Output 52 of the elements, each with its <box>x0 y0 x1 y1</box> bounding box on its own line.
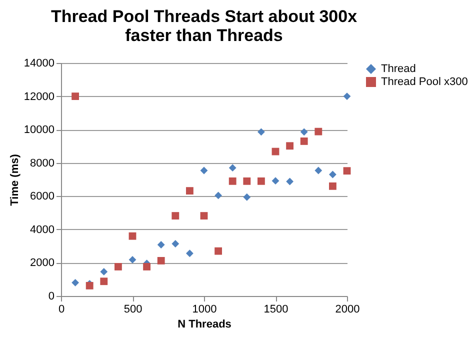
x-tick-label: 0 <box>58 304 65 316</box>
point <box>186 187 194 195</box>
x-tick-label: 1500 <box>264 304 288 316</box>
y-tick-label: 4000 <box>30 224 54 236</box>
point <box>157 257 165 264</box>
point <box>300 138 308 145</box>
x-tick-label: 500 <box>124 304 142 316</box>
point <box>214 192 222 200</box>
legend-label: Thread <box>381 63 416 75</box>
point <box>272 177 280 185</box>
point <box>257 177 265 185</box>
point <box>143 263 151 270</box>
y-tick-label: 8000 <box>30 157 54 170</box>
point <box>214 247 222 255</box>
point <box>114 263 122 270</box>
point <box>172 212 180 220</box>
point <box>228 164 236 172</box>
point <box>314 128 322 136</box>
point <box>343 167 351 175</box>
point <box>243 177 251 185</box>
y-tick-label: 6000 <box>30 190 54 203</box>
x-tick-label: 1000 <box>192 304 217 316</box>
x-tick-label: 2000 <box>335 304 360 316</box>
chart-title: Thread Pool Threads Start about 300x faster than Threads <box>50 7 358 45</box>
x-axis-title: N Threads <box>178 318 232 330</box>
point <box>300 128 308 136</box>
point <box>172 240 180 248</box>
point <box>100 278 108 286</box>
point <box>200 166 208 174</box>
point <box>128 232 136 240</box>
point <box>100 268 108 276</box>
y-axis-title: Time (ms) <box>8 154 21 206</box>
y-tick-label: 14000 <box>24 58 54 70</box>
y-tick-label: 0 <box>48 290 54 302</box>
point <box>72 92 80 100</box>
point <box>128 256 136 264</box>
point <box>328 170 336 178</box>
point <box>186 250 194 258</box>
point <box>257 128 265 136</box>
point <box>72 278 80 286</box>
y-tick-label: 2000 <box>30 257 54 270</box>
point <box>228 177 236 185</box>
y-tick-label: 12000 <box>24 90 54 103</box>
point <box>286 142 294 150</box>
point <box>286 178 294 186</box>
point <box>328 182 336 190</box>
point <box>314 166 322 174</box>
y-tick-label: 10000 <box>24 124 54 136</box>
point <box>200 212 208 220</box>
point <box>157 241 165 248</box>
point <box>243 193 251 201</box>
legend-label: Thread Pool x300 <box>381 76 468 88</box>
